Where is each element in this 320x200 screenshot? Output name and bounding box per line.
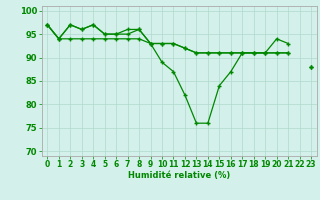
X-axis label: Humidité relative (%): Humidité relative (%) [128, 171, 230, 180]
